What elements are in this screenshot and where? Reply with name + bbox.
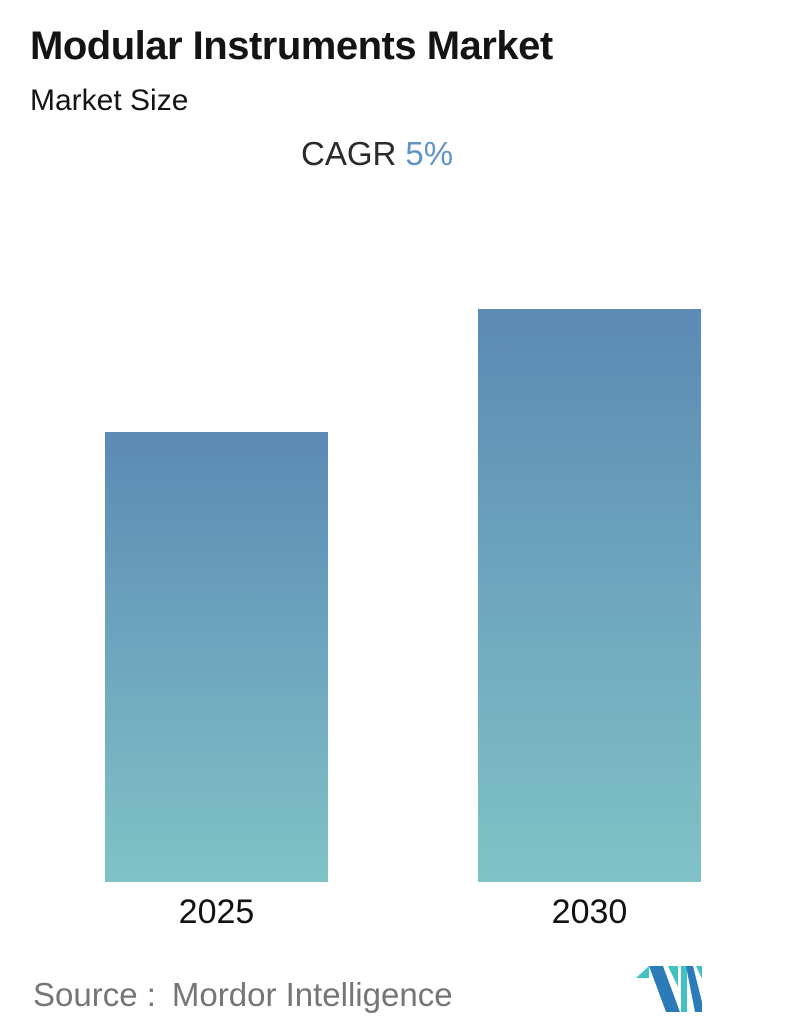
- source-line: Source : Mordor Intelligence: [33, 976, 453, 1014]
- logo-teal-wedge-right: [696, 966, 702, 979]
- logo-blue-diagonal-right: [686, 966, 702, 1012]
- page-subtitle: Market Size: [30, 84, 189, 117]
- cagr-annotation: CAGR 5%: [301, 135, 453, 173]
- source-value: Mordor Intelligence: [171, 976, 453, 1013]
- bar-2030: [478, 309, 701, 882]
- logo-teal-wedge-left: [636, 966, 649, 978]
- bar-2025: [105, 432, 328, 882]
- cagr-value: 5%: [405, 135, 454, 172]
- source-label: Source :: [33, 976, 156, 1013]
- mordor-intelligence-logo: [636, 966, 702, 1012]
- cagr-label: CAGR: [301, 135, 397, 172]
- logo-blue-diagonal-main: [649, 966, 680, 1012]
- page-title: Modular Instruments Market: [30, 24, 553, 68]
- logo-teal-vertical-bar: [681, 966, 687, 1012]
- logo-teal-valley-triangle: [668, 966, 678, 987]
- x-axis-label-2030: 2030: [551, 893, 628, 931]
- x-axis-label-2025: 2025: [178, 893, 255, 931]
